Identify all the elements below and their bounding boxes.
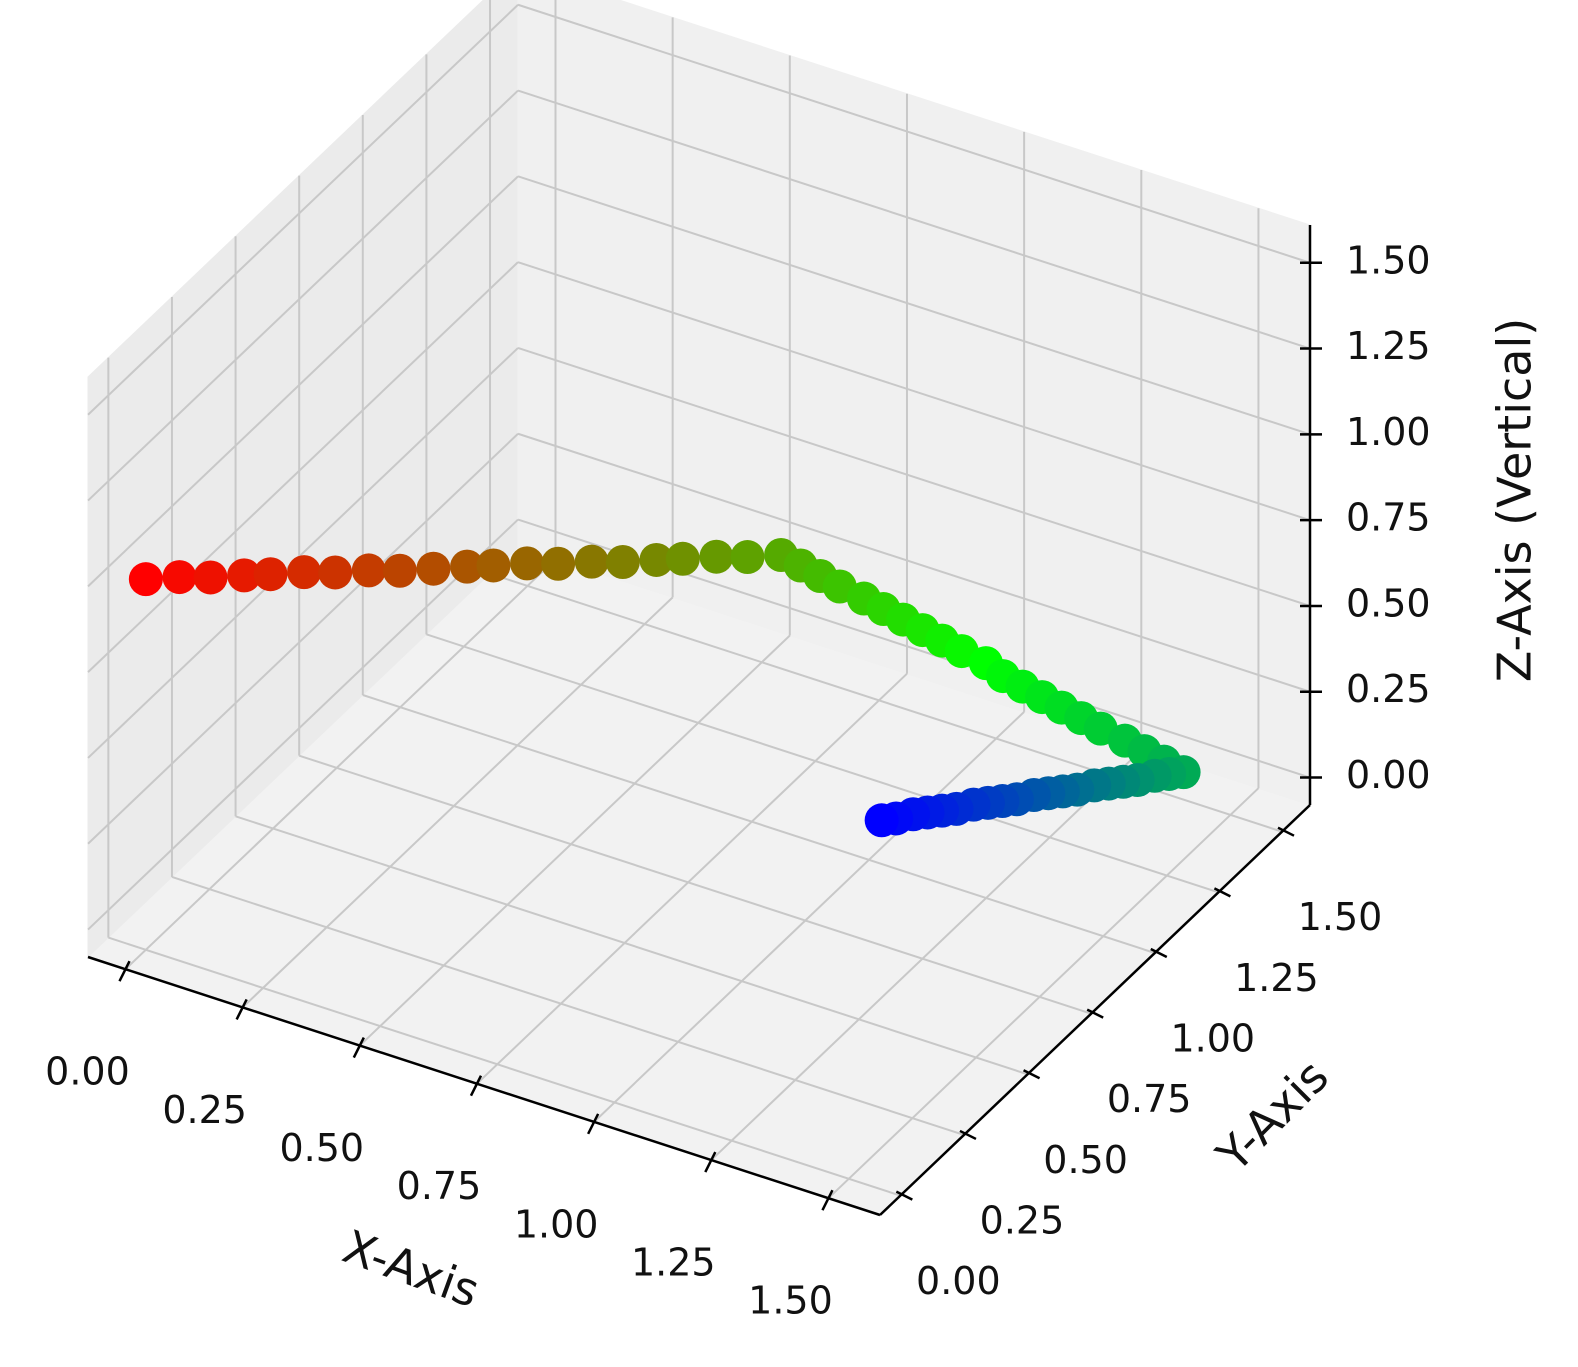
point bbox=[128, 562, 163, 597]
z-tick-label: 0.50 bbox=[1346, 581, 1431, 625]
grid-line bbox=[362, 694, 1156, 954]
point bbox=[382, 553, 417, 588]
y-tick-label: 0.50 bbox=[1043, 1138, 1128, 1182]
point bbox=[864, 803, 899, 838]
grid-line bbox=[827, 787, 1260, 1199]
point bbox=[699, 539, 734, 574]
left-pane bbox=[87, 0, 519, 959]
x-tick-label: 0.75 bbox=[397, 1164, 482, 1208]
grid-line bbox=[124, 558, 557, 970]
y-tick-label: 1.25 bbox=[1234, 956, 1319, 1000]
x-tick-label: 1.50 bbox=[748, 1279, 833, 1323]
z-tick-label: 1.25 bbox=[1346, 324, 1431, 368]
grid-line bbox=[87, 89, 519, 502]
x-tick bbox=[821, 1189, 834, 1211]
grid-line bbox=[710, 749, 1142, 1161]
grid-line bbox=[87, 261, 519, 673]
point bbox=[476, 548, 511, 583]
x-axis-label: X-Axis bbox=[336, 1219, 486, 1318]
grid-line bbox=[298, 754, 1092, 1015]
point bbox=[605, 545, 640, 580]
grid-line bbox=[517, 175, 1311, 436]
grid-line bbox=[426, 633, 1219, 894]
point bbox=[639, 542, 674, 577]
z-tick-label: 1.50 bbox=[1346, 238, 1431, 282]
point bbox=[162, 560, 197, 595]
grid-line bbox=[171, 875, 965, 1136]
point bbox=[416, 551, 451, 586]
grid-line bbox=[359, 634, 791, 1047]
grid bbox=[87, 0, 1311, 1199]
axes: 0.00 0.25 0.50 0.75 1.00 1.25 1.50 0.00 0.25 0.50… bbox=[45, 225, 1431, 1323]
x-tick-label: 1.25 bbox=[631, 1241, 716, 1285]
panes bbox=[87, 0, 1311, 1216]
x-tick-label: 0.00 bbox=[45, 1050, 130, 1094]
grid-line bbox=[108, 936, 901, 1197]
x-axis-line bbox=[87, 955, 881, 1217]
point bbox=[574, 544, 609, 579]
z-axis-label: Z-Axis (Vertical) bbox=[1488, 318, 1542, 682]
grid-line bbox=[87, 4, 519, 416]
x-tick bbox=[352, 1036, 365, 1059]
grid-line bbox=[517, 432, 1311, 693]
grid-line bbox=[517, 261, 1311, 522]
point bbox=[665, 541, 700, 576]
grid-line bbox=[235, 815, 1028, 1076]
y-tick bbox=[1213, 887, 1231, 898]
grid-line bbox=[241, 596, 674, 1009]
point bbox=[510, 546, 545, 581]
grid-line bbox=[517, 89, 1311, 350]
y-axis-line bbox=[879, 804, 1311, 1216]
x-tick bbox=[704, 1151, 717, 1173]
points bbox=[128, 537, 1201, 838]
y-tick bbox=[1086, 1008, 1104, 1019]
x-tick bbox=[469, 1075, 483, 1097]
grid-line bbox=[87, 347, 519, 759]
point bbox=[351, 553, 386, 588]
grid-line bbox=[517, 3, 1311, 264]
grid-line bbox=[517, 346, 1311, 607]
y-tick-label: 0.25 bbox=[980, 1198, 1065, 1242]
point bbox=[193, 560, 228, 595]
grid-line bbox=[476, 672, 908, 1085]
x-tick bbox=[235, 998, 248, 1020]
x-tick bbox=[587, 1113, 600, 1135]
y-tick-label: 1.50 bbox=[1298, 895, 1383, 939]
x-tick-label: 0.25 bbox=[162, 1088, 247, 1132]
point bbox=[450, 549, 485, 584]
point bbox=[287, 555, 322, 590]
point bbox=[730, 540, 765, 575]
point bbox=[227, 558, 262, 593]
y-tick-label: 0.75 bbox=[1107, 1077, 1192, 1121]
point bbox=[318, 555, 353, 590]
y-tick bbox=[959, 1129, 977, 1141]
point bbox=[253, 557, 288, 592]
grid-line bbox=[87, 433, 519, 845]
y-tick bbox=[1277, 826, 1295, 837]
y-tick bbox=[1023, 1069, 1041, 1080]
grid-line bbox=[593, 711, 1025, 1123]
y-tick-label: 1.00 bbox=[1170, 1016, 1255, 1060]
grid-line bbox=[87, 518, 519, 931]
z-tick-label: 0.75 bbox=[1346, 496, 1431, 540]
x-tick-label: 0.50 bbox=[280, 1126, 365, 1170]
y-axis-label: Y-Axis bbox=[1205, 1049, 1338, 1182]
z-tick-label: 0.25 bbox=[1346, 667, 1431, 711]
y-tick bbox=[1150, 947, 1168, 959]
z-tick-label: 1.00 bbox=[1346, 410, 1431, 454]
y-tick-label: 0.00 bbox=[916, 1259, 1001, 1303]
point bbox=[541, 546, 576, 581]
x-tick-label: 1.00 bbox=[514, 1202, 599, 1246]
x-tick bbox=[118, 960, 131, 982]
y-tick bbox=[895, 1190, 913, 1201]
grid-line bbox=[87, 175, 519, 588]
z-tick-label: 0.00 bbox=[1346, 753, 1431, 797]
